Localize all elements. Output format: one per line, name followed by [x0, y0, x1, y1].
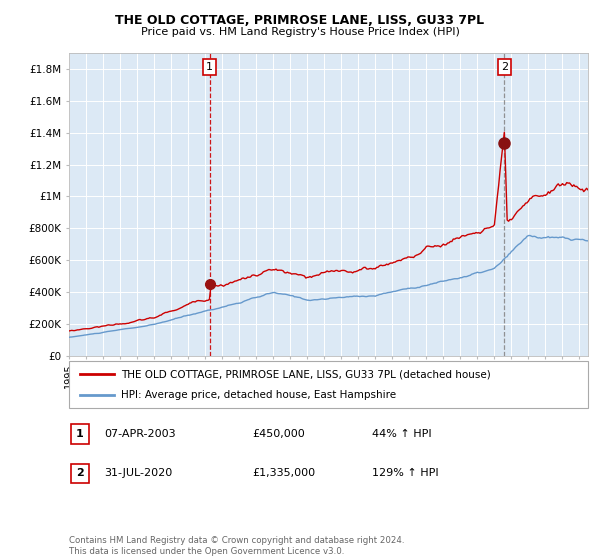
Text: 1: 1 — [206, 62, 213, 72]
Text: 07-APR-2003: 07-APR-2003 — [104, 429, 175, 439]
Text: 129% ↑ HPI: 129% ↑ HPI — [372, 468, 439, 478]
Text: THE OLD COTTAGE, PRIMROSE LANE, LISS, GU33 7PL: THE OLD COTTAGE, PRIMROSE LANE, LISS, GU… — [115, 14, 485, 27]
Text: Price paid vs. HM Land Registry's House Price Index (HPI): Price paid vs. HM Land Registry's House … — [140, 27, 460, 37]
Text: £450,000: £450,000 — [252, 429, 305, 439]
Text: 31-JUL-2020: 31-JUL-2020 — [104, 468, 172, 478]
Text: Contains HM Land Registry data © Crown copyright and database right 2024.
This d: Contains HM Land Registry data © Crown c… — [69, 536, 404, 556]
Text: 44% ↑ HPI: 44% ↑ HPI — [372, 429, 431, 439]
Text: 2: 2 — [501, 62, 508, 72]
Text: £1,335,000: £1,335,000 — [252, 468, 315, 478]
Text: 2: 2 — [76, 468, 83, 478]
Text: THE OLD COTTAGE, PRIMROSE LANE, LISS, GU33 7PL (detached house): THE OLD COTTAGE, PRIMROSE LANE, LISS, GU… — [121, 369, 491, 379]
Text: HPI: Average price, detached house, East Hampshire: HPI: Average price, detached house, East… — [121, 390, 397, 400]
Text: 1: 1 — [76, 429, 83, 439]
